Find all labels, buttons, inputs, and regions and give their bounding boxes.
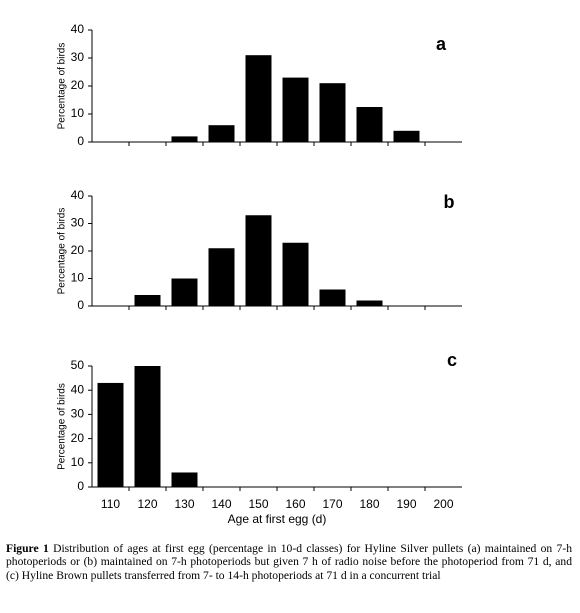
x-tick-label: 120 xyxy=(137,497,157,511)
bar xyxy=(356,107,383,142)
bar xyxy=(208,125,235,142)
y-tick-label: 40 xyxy=(71,188,85,202)
y-tick-label: 0 xyxy=(77,298,84,312)
x-tick-label: 130 xyxy=(174,497,194,511)
x-tick-label: 200 xyxy=(433,497,453,511)
bar xyxy=(245,215,272,306)
x-tick-label: 140 xyxy=(211,497,231,511)
y-tick-label: 10 xyxy=(71,455,85,469)
y-tick-label: 30 xyxy=(71,50,85,64)
y-tick-label: 40 xyxy=(71,22,85,36)
bar xyxy=(171,136,198,142)
bar xyxy=(208,248,235,306)
x-tick-label: 170 xyxy=(322,497,342,511)
caption-text: Distribution of ages at first egg (perce… xyxy=(6,542,572,582)
y-tick-label: 30 xyxy=(71,407,85,421)
bar xyxy=(319,289,346,306)
y-axis-label: Percentage of birds xyxy=(57,208,68,295)
bar xyxy=(171,472,198,487)
x-axis-label: Age at first egg (d) xyxy=(228,512,327,526)
y-tick-label: 0 xyxy=(77,479,84,493)
y-tick-label: 10 xyxy=(71,106,85,120)
x-tick-label: 180 xyxy=(359,497,379,511)
y-axis-label: Percentage of birds xyxy=(57,383,68,470)
x-tick-label: 160 xyxy=(285,497,305,511)
caption: Figure 1 Distribution of ages at first e… xyxy=(6,542,572,582)
bar xyxy=(282,242,309,306)
y-tick-label: 50 xyxy=(71,358,85,372)
y-axis-label: Percentage of birds xyxy=(57,43,68,130)
panel-label: b xyxy=(444,192,455,212)
caption-label: Figure 1 xyxy=(6,542,49,555)
bar xyxy=(134,295,161,306)
bar xyxy=(245,55,272,143)
x-tick-label: 150 xyxy=(248,497,268,511)
bar xyxy=(171,278,198,306)
y-tick-label: 30 xyxy=(71,216,85,230)
bar xyxy=(356,300,383,306)
x-tick-label: 110 xyxy=(101,497,120,511)
bar xyxy=(319,83,346,142)
y-tick-label: 40 xyxy=(71,382,85,396)
panel-label: c xyxy=(447,350,457,370)
y-tick-label: 20 xyxy=(71,78,85,92)
bar xyxy=(282,77,309,142)
bar xyxy=(393,130,420,142)
x-tick-label: 190 xyxy=(396,497,416,511)
bar xyxy=(97,382,124,487)
y-tick-label: 0 xyxy=(77,134,84,148)
y-tick-label: 20 xyxy=(71,243,85,257)
bar xyxy=(134,366,161,487)
y-tick-label: 10 xyxy=(71,271,85,285)
panel-label: a xyxy=(436,34,447,54)
y-tick-label: 20 xyxy=(71,431,85,445)
